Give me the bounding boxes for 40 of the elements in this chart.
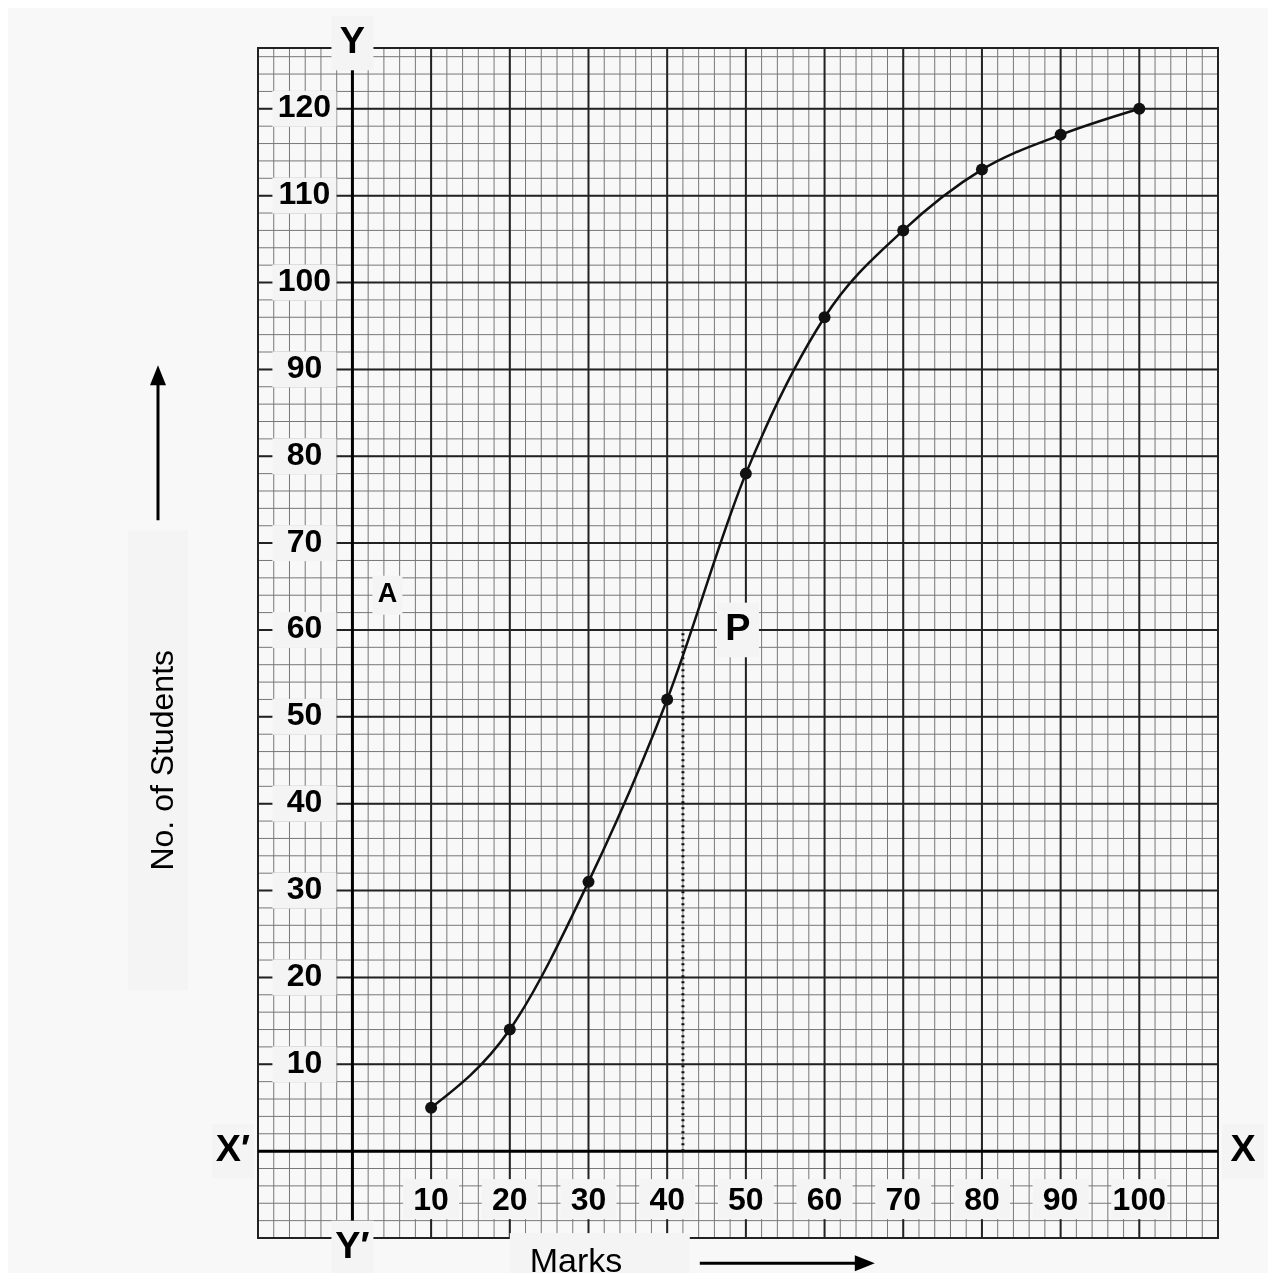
annotation: P <box>725 605 751 648</box>
y-tick-label: 60 <box>286 609 323 646</box>
x-tick-label: 60 <box>806 1180 843 1217</box>
annotation: A <box>377 578 398 609</box>
point <box>582 875 595 888</box>
point <box>818 311 831 324</box>
y-tick-label: 40 <box>286 783 323 820</box>
point <box>975 163 988 176</box>
y-tick-label: 80 <box>286 435 323 472</box>
y-tick-label: 120 <box>277 88 332 125</box>
y-tick-label: 100 <box>277 261 332 298</box>
y-tick-label: 20 <box>286 956 323 993</box>
text: X′ <box>215 1127 251 1170</box>
x-tick-label: 20 <box>492 1180 528 1217</box>
y-tick-label: 90 <box>286 348 323 385</box>
annotation: Y <box>339 18 366 61</box>
y-tick-label: 10 <box>286 1043 323 1080</box>
y-tick-label: 50 <box>286 696 323 733</box>
point <box>503 1023 516 1036</box>
y-tick-label: 30 <box>286 870 323 907</box>
point <box>425 1101 438 1114</box>
x-tick-label: 40 <box>649 1180 685 1217</box>
text: X <box>1230 1127 1256 1170</box>
y-tick-label: 110 <box>278 175 331 212</box>
x-tick-label: 70 <box>885 1180 922 1217</box>
x-axis-title: Marks <box>529 1241 623 1280</box>
x-tick-label: 30 <box>570 1180 607 1217</box>
x-tick-label: 90 <box>1042 1180 1079 1217</box>
y-tick-label: 70 <box>286 522 323 559</box>
annotation: Y′ <box>335 1223 370 1266</box>
x-tick-label: 100 <box>1112 1180 1167 1217</box>
x-tick-label: 50 <box>728 1180 764 1217</box>
y-axis-title: No. of Students <box>144 649 180 871</box>
point <box>897 224 910 237</box>
point <box>1133 102 1146 115</box>
x-tick-label: 10 <box>413 1180 449 1217</box>
point <box>661 693 674 706</box>
point <box>1054 128 1067 141</box>
x-tick-label: 80 <box>964 1180 1000 1217</box>
point <box>739 467 752 480</box>
